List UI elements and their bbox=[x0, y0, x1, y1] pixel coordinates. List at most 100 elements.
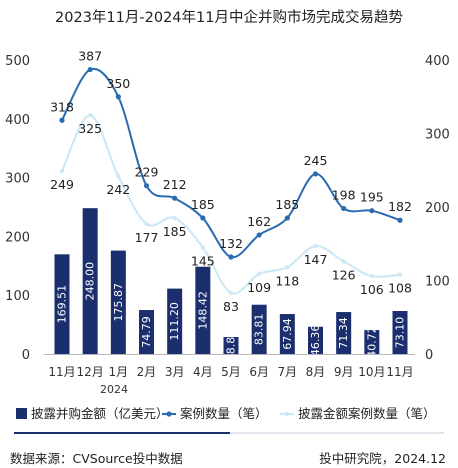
point-case-count bbox=[312, 171, 319, 177]
x-axis-tick-label: 12月 bbox=[77, 365, 104, 379]
bar-value-label: 71.34 bbox=[337, 317, 350, 349]
bar-amount bbox=[251, 304, 267, 354]
source-note: 数据来源：CVSource投中数据 bbox=[10, 451, 183, 466]
bar-amount bbox=[392, 311, 408, 354]
point-case-count bbox=[256, 232, 262, 238]
point-case-count bbox=[59, 117, 65, 123]
case-count-value-label: 185 bbox=[191, 197, 215, 212]
bar-amount bbox=[167, 288, 183, 354]
left-axis-tick-label: 0 bbox=[22, 348, 30, 363]
case-count-value-label: 185 bbox=[275, 197, 299, 212]
x-axis-tick-label: 3月 bbox=[165, 365, 185, 379]
point-case-count bbox=[200, 215, 206, 221]
bar-value-label: 40.72 bbox=[365, 326, 378, 358]
legend-label-disclosed-case-count: 披露金额案例数量（笔） bbox=[298, 406, 436, 421]
right-axis-tick-label: 200 bbox=[425, 201, 450, 216]
case-count-value-label: 245 bbox=[304, 153, 328, 168]
case-count-value-label: 198 bbox=[332, 187, 356, 202]
bar-amount bbox=[279, 314, 295, 354]
case-count-value-label: 162 bbox=[247, 214, 271, 229]
point-disclosed-case-count bbox=[87, 112, 93, 118]
right-axis-tick-label: 100 bbox=[425, 275, 450, 290]
point-disclosed-case-count bbox=[200, 245, 206, 250]
left-axis-tick-label: 200 bbox=[5, 230, 30, 245]
disclosed-case-count-value-label: 242 bbox=[106, 182, 130, 197]
bar-value-label: 46.36 bbox=[309, 325, 322, 357]
x-axis-tick-label: 10月 bbox=[358, 365, 385, 379]
legend-marker-disclosed-case-count bbox=[284, 411, 290, 417]
bar-value-label: 73.10 bbox=[394, 317, 407, 349]
point-disclosed-case-count bbox=[397, 272, 403, 277]
disclosed-case-count-value-label: 118 bbox=[275, 273, 299, 288]
bar-value-label: 67.94 bbox=[281, 318, 294, 350]
bar-value-label: 169.51 bbox=[56, 285, 69, 324]
x-axis-tick-label: 1月 bbox=[109, 365, 129, 379]
disclosed-case-count-value-label: 177 bbox=[135, 230, 159, 245]
bar-value-label: 248.00 bbox=[84, 262, 97, 301]
right-axis-tick-label: 300 bbox=[425, 128, 450, 143]
footer: 数据来源：CVSource投中数据 投中研究院，2024.12 bbox=[0, 440, 458, 468]
bar-amount bbox=[336, 312, 352, 354]
point-disclosed-case-count bbox=[172, 215, 177, 221]
legend-swatch-amount bbox=[16, 408, 27, 419]
point-case-count bbox=[115, 94, 121, 100]
point-case-count bbox=[143, 183, 150, 189]
bar-amount bbox=[54, 254, 70, 354]
x-axis-tick-label: 11月 bbox=[48, 365, 75, 379]
disclosed-case-count-value-label: 147 bbox=[304, 252, 328, 267]
x-axis-tick-label: 5月 bbox=[221, 365, 241, 379]
bar-value-label: 74.79 bbox=[140, 316, 153, 348]
x-axis-year-label: 2024 bbox=[100, 383, 128, 396]
disclosed-case-count-value-label: 108 bbox=[388, 281, 412, 296]
disclosed-case-count-value-label: 83 bbox=[223, 299, 239, 314]
disclosed-case-count-value-label: 126 bbox=[332, 267, 356, 282]
left-axis-tick-label: 100 bbox=[5, 289, 30, 304]
point-case-count bbox=[172, 195, 178, 201]
point-disclosed-case-count bbox=[228, 290, 234, 296]
left-axis-tick-label: 400 bbox=[5, 113, 30, 128]
bar-amount bbox=[139, 310, 154, 354]
disclosed-case-count-value-label: 325 bbox=[78, 121, 102, 136]
legend-marker-case-count bbox=[166, 411, 172, 417]
left-axis-tick-label: 500 bbox=[5, 54, 30, 69]
disclosed-case-count-value-label: 109 bbox=[247, 280, 271, 295]
bar-amount bbox=[82, 208, 98, 354]
point-disclosed-case-count bbox=[59, 168, 65, 174]
bar-amount bbox=[195, 266, 211, 354]
x-axis-tick-label: 9月 bbox=[334, 365, 354, 379]
bar-value-label: 111.20 bbox=[168, 302, 181, 341]
case-count-value-label: 212 bbox=[163, 177, 187, 192]
disclosed-case-count-value-label: 185 bbox=[163, 224, 187, 239]
legend-label-case-count: 案例数量（笔） bbox=[180, 406, 268, 421]
case-count-value-label: 318 bbox=[50, 99, 74, 114]
case-count-value-label: 387 bbox=[78, 49, 102, 64]
point-case-count bbox=[284, 215, 290, 221]
case-count-value-label: 229 bbox=[135, 165, 159, 180]
bar-value-label: 83.81 bbox=[253, 314, 266, 346]
point-disclosed-case-count bbox=[144, 221, 149, 227]
bar-value-label: 175.87 bbox=[112, 283, 125, 322]
point-disclosed-case-count bbox=[341, 259, 346, 264]
point-case-count bbox=[369, 208, 375, 214]
bar-amount bbox=[110, 250, 126, 354]
case-count-value-label: 132 bbox=[219, 236, 243, 251]
right-axis-tick-label: 400 bbox=[425, 54, 450, 69]
point-case-count bbox=[228, 254, 234, 260]
x-axis-tick-label: 2月 bbox=[137, 365, 157, 379]
case-count-value-label: 350 bbox=[106, 76, 130, 91]
disclosed-case-count-value-label: 249 bbox=[50, 177, 74, 192]
bar-amount bbox=[308, 326, 323, 354]
right-axis-tick-label: 0 bbox=[425, 348, 433, 363]
legend-label-amount: 披露并购金额（亿美元） bbox=[31, 406, 169, 421]
point-disclosed-case-count bbox=[116, 173, 121, 179]
point-case-count bbox=[87, 66, 93, 73]
bar-value-label: 28.87 bbox=[225, 330, 238, 362]
x-axis-tick-label: 8月 bbox=[306, 365, 326, 379]
point-disclosed-case-count bbox=[256, 271, 262, 277]
x-axis-tick-label: 11月 bbox=[386, 365, 413, 379]
case-count-value-label: 182 bbox=[388, 199, 412, 214]
disclosed-case-count-value-label: 145 bbox=[191, 253, 215, 268]
x-axis-tick-label: 6月 bbox=[249, 365, 269, 379]
institute-note: 投中研究院，2024.12 bbox=[319, 451, 446, 466]
bar-value-label: 148.42 bbox=[196, 291, 209, 330]
